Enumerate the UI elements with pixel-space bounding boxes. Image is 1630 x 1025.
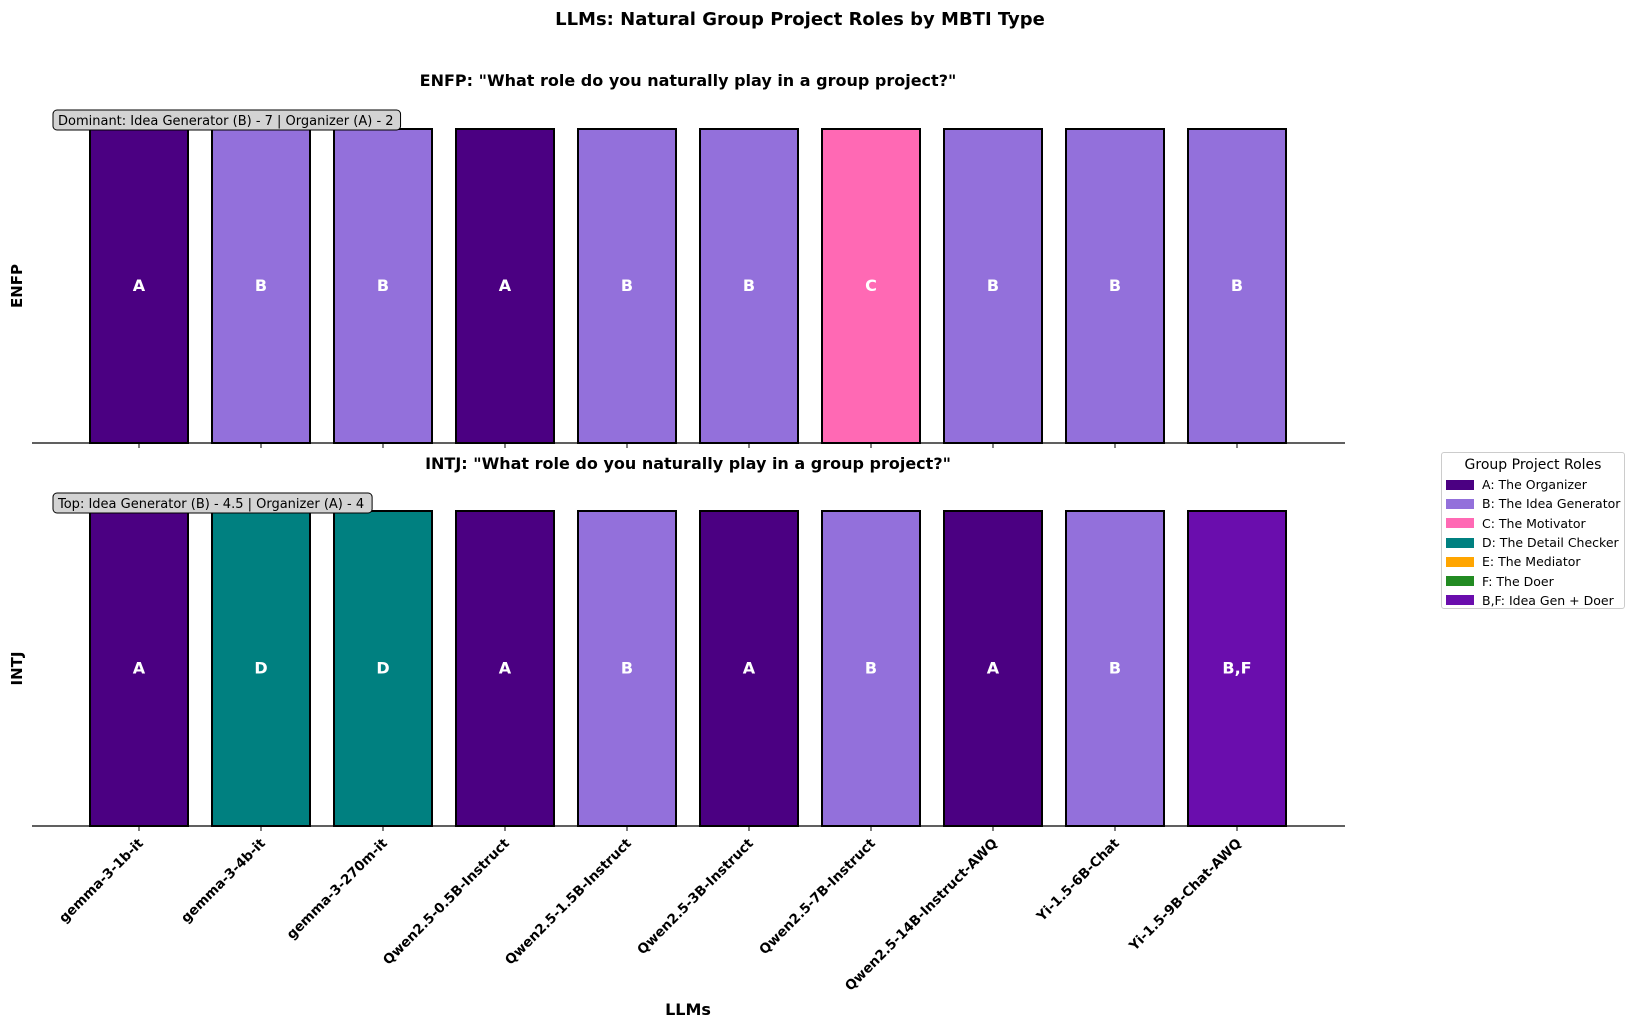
legend-item: A: The Organizer <box>1442 475 1624 494</box>
bar <box>821 510 921 827</box>
x-tick-label: Qwen2.5-1.5B-Instruct <box>502 835 635 968</box>
bar-label: B <box>621 276 633 295</box>
bar-label: A <box>743 659 756 678</box>
bar <box>1187 128 1287 444</box>
x-tick-label: Qwen2.5-0.5B-Instruct <box>380 835 513 968</box>
x-tick-label: Yi-1.5-9B-Chat-AWQ <box>1126 836 1245 955</box>
bar-label: B,F <box>1222 659 1251 678</box>
x-tick-label: Qwen2.5-3B-Instruct <box>634 835 757 958</box>
legend-label: C: The Motivator <box>1482 515 1586 531</box>
bar <box>1065 510 1165 827</box>
bar-label: A <box>987 659 1000 678</box>
x-tick-label: Qwen2.5-7B-Instruct <box>756 835 879 958</box>
y-axis-label: INTJ <box>8 652 26 686</box>
legend-label: D: The Detail Checker <box>1482 535 1619 551</box>
legend-swatch <box>1446 498 1474 509</box>
bar <box>699 128 799 444</box>
annotation-text: Top: Idea Generator (B) - 4.5 | Organize… <box>57 497 364 512</box>
bar-label: A <box>499 659 512 678</box>
bar <box>89 510 189 827</box>
x-tick-label: gemma-3-4b-it <box>178 835 269 926</box>
bar <box>333 510 433 827</box>
legend-label: A: The Organizer <box>1482 477 1587 493</box>
bar <box>455 510 555 827</box>
bar-label: D <box>254 659 267 678</box>
bar-label: A <box>499 276 512 295</box>
x-axis-label: LLMs <box>665 1000 711 1019</box>
bar-label: B <box>1231 276 1243 295</box>
bar <box>699 510 799 827</box>
bar-label: D <box>376 659 389 678</box>
legend-item: F: The Doer <box>1442 571 1624 590</box>
legend-item: C: The Motivator <box>1442 514 1624 533</box>
legend-label: F: The Doer <box>1482 573 1554 589</box>
x-tick-label: gemma-3-270m-it <box>284 835 392 943</box>
bar-label: B <box>1109 276 1121 295</box>
legend-swatch <box>1446 595 1474 606</box>
legend-swatch <box>1446 537 1474 548</box>
x-tick-label: Yi-1.5-6B-Chat <box>1033 835 1123 925</box>
bar <box>211 128 311 444</box>
bar <box>333 128 433 444</box>
bar-label: B <box>255 276 267 295</box>
legend-label: E: The Mediator <box>1482 554 1581 570</box>
bar-label: B <box>987 276 999 295</box>
bar <box>577 128 677 444</box>
legend-swatch <box>1446 518 1474 529</box>
bar <box>211 510 311 827</box>
bar-label: B <box>865 659 877 678</box>
bar <box>943 128 1043 444</box>
bar <box>577 510 677 827</box>
bar-label: B <box>1109 659 1121 678</box>
legend-item: E: The Mediator <box>1442 552 1624 571</box>
bar <box>89 128 189 444</box>
bar-label: A <box>133 659 146 678</box>
legend-swatch <box>1446 479 1474 490</box>
legend-item: B: The Idea Generator <box>1442 494 1624 513</box>
bar-label: B <box>377 276 389 295</box>
bar <box>821 128 921 444</box>
bar <box>943 510 1043 827</box>
legend-label: B: The Idea Generator <box>1482 496 1621 512</box>
legend: Group Project Roles A: The Organizer B: T… <box>1441 452 1625 609</box>
bar-label: C <box>865 276 877 295</box>
bar-label: B <box>743 276 755 295</box>
y-axis-label: ENFP <box>8 264 26 308</box>
legend-swatch <box>1446 556 1474 567</box>
bar-label: B <box>621 659 633 678</box>
annotation-box <box>52 109 402 131</box>
bar-label: A <box>133 276 146 295</box>
chart-title: LLMs: Natural Group Project Roles by MBT… <box>555 9 1045 30</box>
legend-title: Group Project Roles <box>1464 457 1602 473</box>
panel-title: INTJ: "What role do you naturally play i… <box>425 454 951 473</box>
x-tick-label: gemma-3-1b-it <box>56 835 147 926</box>
annotation-text: Dominant: Idea Generator (B) - 7 | Organ… <box>58 114 394 129</box>
annotation-box <box>52 492 373 514</box>
legend-item: D: The Detail Checker <box>1442 533 1624 552</box>
legend-item: B,F: Idea Gen + Doer <box>1442 591 1624 610</box>
legend-label: B,F: Idea Gen + Doer <box>1482 592 1614 608</box>
legend-swatch <box>1446 576 1474 587</box>
panel-title: ENFP: "What role do you naturally play i… <box>420 71 957 90</box>
